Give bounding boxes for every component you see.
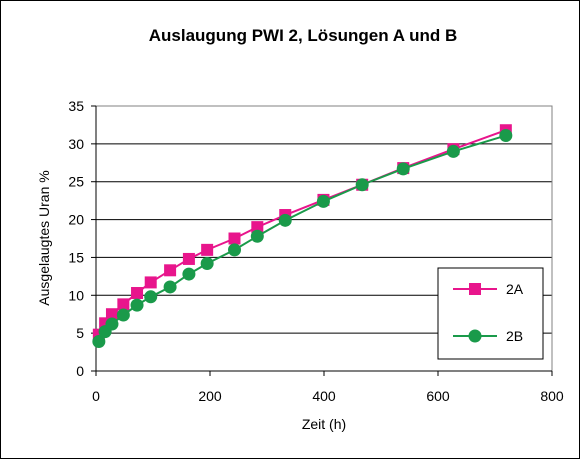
data-point <box>251 221 264 234</box>
legend-item-2A: 2A <box>453 281 524 297</box>
legend-label: 2A <box>506 281 524 297</box>
data-point <box>182 252 195 265</box>
x-tick-label: 800 <box>540 388 564 404</box>
series <box>92 124 513 348</box>
data-point <box>144 290 158 304</box>
legend: 2A 2B <box>437 267 544 360</box>
x-tick-label: 400 <box>312 388 336 404</box>
x-tick-label: 200 <box>198 388 222 404</box>
data-point <box>396 162 410 176</box>
data-point <box>144 276 157 289</box>
data-point <box>201 243 214 256</box>
axes: 0 5 10 15 20 25 30 35 0 200 400 600 800 <box>68 98 563 404</box>
data-point <box>250 229 264 243</box>
chart-title: Auslaugung PWI 2, Lösungen A und B <box>149 26 458 45</box>
x-tick-label: 0 <box>92 388 100 404</box>
data-point <box>117 298 130 311</box>
data-point <box>316 194 330 208</box>
data-point <box>446 144 460 158</box>
data-point <box>130 298 144 312</box>
data-point <box>105 317 119 331</box>
y-tick-label: 20 <box>68 212 84 228</box>
legend-marker <box>469 283 481 295</box>
data-point <box>163 280 177 294</box>
y-tick-label: 10 <box>68 287 84 303</box>
data-point <box>131 287 144 300</box>
data-point <box>164 264 177 277</box>
data-point <box>499 129 513 143</box>
x-tick-label: 600 <box>426 388 450 404</box>
series-2B <box>92 129 513 348</box>
y-tick-label: 15 <box>68 249 84 265</box>
data-point <box>105 308 118 321</box>
data-point <box>228 243 242 257</box>
y-tick-label: 25 <box>68 174 84 190</box>
data-point <box>182 267 196 281</box>
legend-marker <box>468 329 482 343</box>
data-point <box>92 334 106 348</box>
data-point <box>200 256 214 270</box>
y-tick-label: 35 <box>68 98 84 114</box>
legend-item-2B: 2B <box>453 328 523 344</box>
legend-box <box>437 267 544 360</box>
y-tick-label: 0 <box>76 363 84 379</box>
legend-label: 2B <box>506 328 523 344</box>
y-tick-label: 5 <box>76 325 84 341</box>
data-point <box>355 178 369 192</box>
y-tick-label: 30 <box>68 136 84 152</box>
data-point <box>116 308 130 322</box>
data-point <box>228 232 241 245</box>
y-axis-title: Ausgelaugtes Uran % <box>36 170 52 305</box>
data-point <box>278 213 292 227</box>
x-axis-title: Zeit (h) <box>302 416 346 432</box>
